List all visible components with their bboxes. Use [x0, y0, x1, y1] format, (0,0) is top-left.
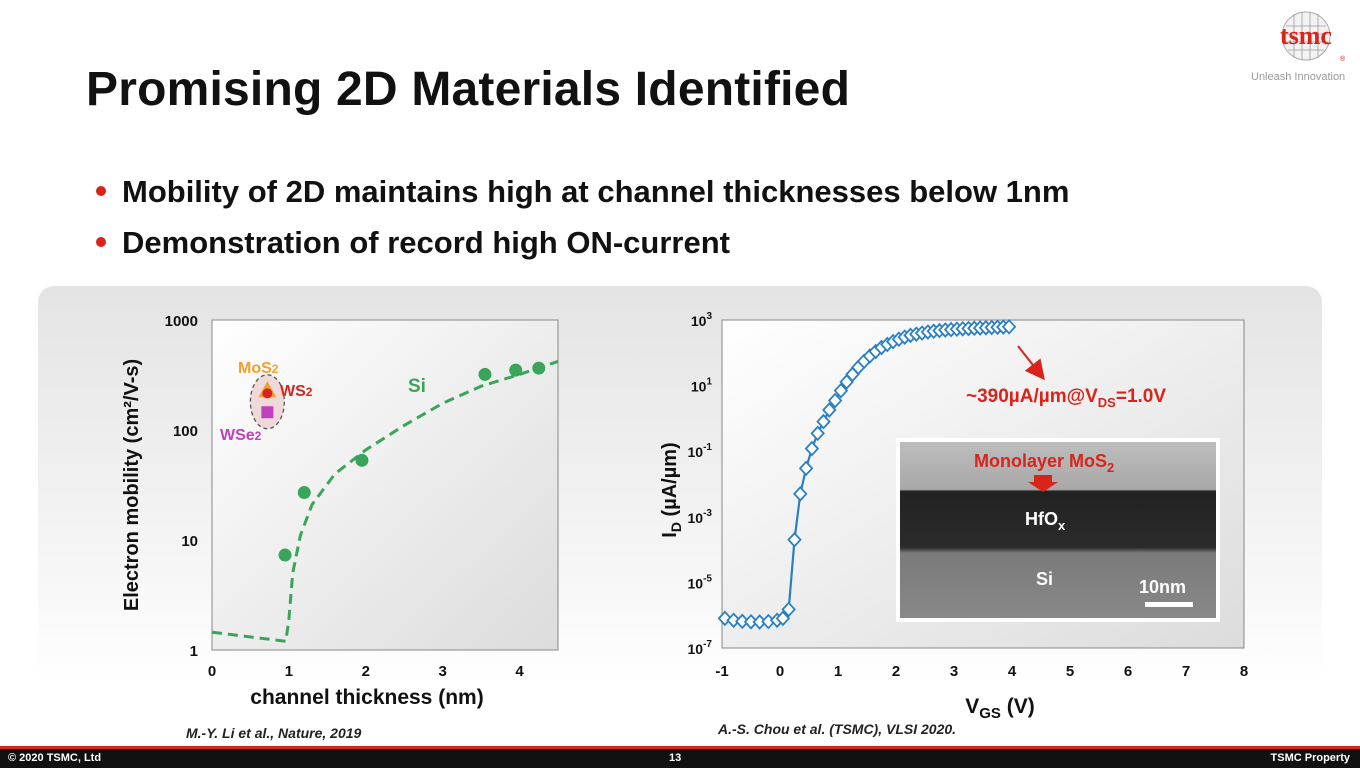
idvg-y-ticks: 10-7 10-5 10-3 10-1 101 103 — [688, 311, 713, 657]
footer-bar: © 2020 TSMC, Ltd 13 TSMC Property — [0, 746, 1360, 768]
mobility-x-tick-label: 0 — [208, 663, 216, 680]
wse2-data-point — [261, 406, 274, 419]
idvg-data-point — [775, 610, 791, 627]
mobility-y-tick-label: 1000 — [165, 313, 198, 330]
mobility-y-tick-label: 10 — [181, 533, 198, 550]
inset-oxide-label: HfOx — [1025, 509, 1066, 533]
citation-right: A.-S. Chou et al. (TSMC), VLSI 2020. — [718, 721, 957, 737]
idvg-data-point — [810, 425, 825, 442]
idvg-y-tick-label: 10-3 — [688, 508, 713, 526]
footer-copyright: © 2020 TSMC, Ltd — [8, 752, 102, 764]
idvg-y-tick-label: 10-5 — [688, 573, 713, 591]
bullet-on-current: Demonstration of record high ON-current — [92, 221, 1069, 272]
si-data-point — [297, 486, 311, 500]
si-data-point — [278, 548, 292, 562]
mobility-x-tick-label: 1 — [285, 663, 293, 680]
mos2-label: MoS2 — [238, 360, 279, 377]
id-vg-chart: 10-7 10-5 10-3 10-1 101 103 -1 0 1 2 3 4 5 6 7 8 VGS (… — [659, 311, 1248, 722]
idvg-x-tick-label: 8 — [1240, 663, 1248, 680]
idvg-x-tick-label: 7 — [1182, 663, 1190, 680]
footer-page-number: 13 — [669, 752, 682, 764]
ws2-label: WS2 — [280, 383, 313, 400]
mobility-x-tick-label: 2 — [362, 663, 370, 680]
tsmc-logo: tsmc ® — [1280, 11, 1346, 63]
mobility-y-ticks: 1 10 100 1000 — [165, 313, 198, 660]
inset-scale-bar — [1145, 602, 1193, 607]
citation-left: M.-Y. Li et al., Nature, 2019 — [186, 725, 362, 741]
idvg-data-point — [787, 531, 802, 548]
idvg-data-point — [833, 382, 849, 399]
slide-title: Promising 2D Materials Identified — [86, 63, 851, 116]
idvg-data-point — [822, 402, 837, 418]
si-trend-line — [211, 359, 559, 643]
mobility-y-tick-label: 100 — [173, 423, 198, 440]
ws2-data-point — [262, 388, 273, 399]
idvg-y-tick-label: 10-7 — [688, 639, 713, 657]
mobility-x-axis-label: channel thickness (nm) — [250, 686, 483, 709]
idvg-x-tick-label: 2 — [892, 663, 900, 680]
idvg-x-tick-label: 4 — [1008, 663, 1017, 680]
tem-inset: Monolayer MoS2 HfOx Si 10nm — [896, 438, 1220, 622]
inset-down-arrow — [1028, 475, 1058, 492]
idvg-x-tick-label: 5 — [1066, 663, 1074, 680]
idvg-x-ticks: -1 0 1 2 3 4 5 6 7 8 — [715, 663, 1248, 680]
2d-materials-ellipse — [249, 374, 286, 430]
idvg-series — [717, 318, 1017, 630]
inset-substrate-label: Si — [1036, 569, 1053, 589]
idvg-x-tick-label: 0 — [776, 663, 784, 680]
idvg-x-tick-label: 1 — [834, 663, 842, 680]
inset-top-label: Monolayer MoS2 — [974, 451, 1114, 475]
si-data-point — [478, 367, 492, 381]
idvg-data-point — [781, 601, 796, 618]
mobility-x-tick-label: 4 — [515, 663, 524, 680]
si-label: Si — [408, 376, 426, 397]
on-current-arrow — [1017, 345, 1045, 381]
idvg-data-point — [804, 440, 820, 457]
logo-wordmark: tsmc — [1280, 21, 1332, 50]
si-data-point — [509, 363, 523, 377]
bullet-list: Mobility of 2D maintains high at channel… — [92, 170, 1069, 272]
idvg-data-point — [1001, 318, 1017, 335]
mobility-x-ticks: 0 1 2 3 4 — [208, 663, 525, 680]
idvg-y-axis-label: ID (µA/µm) — [659, 442, 684, 537]
mobility-y-axis-label: Electron mobility (cm²/V-s) — [121, 359, 143, 611]
inset-scale-label: 10nm — [1139, 577, 1186, 597]
mobility-y-tick-label: 1 — [190, 643, 198, 660]
idvg-data-point — [827, 392, 843, 409]
wse2-label: WSe2 — [220, 427, 262, 444]
idvg-x-tick-label: 3 — [950, 663, 958, 680]
on-current-annotation: ~390µA/µm@VDS=1.0V — [966, 386, 1166, 410]
mobility-series — [211, 359, 559, 643]
idvg-data-point — [793, 486, 808, 502]
idvg-data-point — [726, 612, 741, 629]
idvg-y-tick-label: 103 — [691, 311, 713, 329]
idvg-x-tick-label: -1 — [715, 663, 728, 680]
tagline: Unleash Innovation — [1251, 71, 1346, 83]
bullet-mobility: Mobility of 2D maintains high at channel… — [92, 170, 1069, 221]
mobility-x-tick-label: 3 — [438, 663, 446, 680]
idvg-y-tick-label: 101 — [691, 377, 713, 395]
footer-property: TSMC Property — [1270, 752, 1350, 764]
idvg-x-axis-label: VGS (V) — [965, 695, 1035, 722]
idvg-data-point — [816, 413, 831, 430]
idvg-x-tick-label: 6 — [1124, 663, 1132, 680]
svg-text:®: ® — [1340, 55, 1346, 63]
idvg-y-tick-label: 10-1 — [688, 442, 713, 460]
idvg-data-point — [798, 460, 814, 477]
